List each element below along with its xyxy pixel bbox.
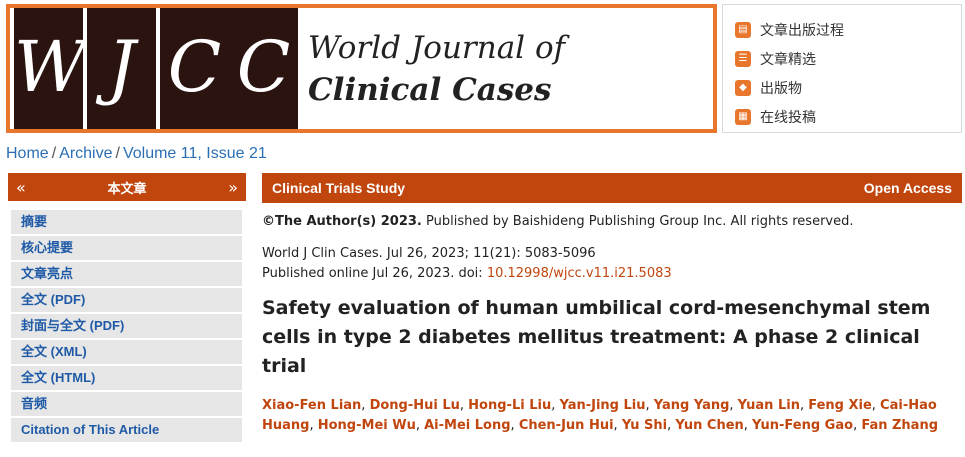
journal-banner[interactable]: W J C C World Journal of Clinical Cases [6,4,717,133]
author-link[interactable]: Yuan Lin [737,398,800,413]
link-online-submission[interactable]: ▦ 在线投稿 [723,102,961,131]
author-link[interactable]: Chen-Jun Hui [518,418,614,433]
list-icon: ☰ [735,50,751,67]
journal-name: World Journal of Clinical Cases [308,28,565,112]
chevron-left-icon[interactable]: « [16,177,26,197]
breadcrumb-home[interactable]: Home [6,145,49,162]
published-prefix: Published online Jul 26, 2023. doi: [262,266,487,281]
author-link[interactable]: Cai-Hao Huang [262,398,937,433]
logo-tile-j: J [87,8,156,129]
published-line: Published online Jul 26, 2023. doi: 10.1… [262,264,672,284]
clipboard-icon: ▦ [735,108,751,125]
author-link[interactable]: Yang Yang [653,398,730,413]
breadcrumb: Home / Archive / Volume 11, Issue 21 [6,145,267,162]
nav-audio[interactable]: 音频 [11,392,242,416]
author-link[interactable]: Dong-Hui Lu [369,398,460,413]
journal-name-line2: Clinical Cases [308,72,552,108]
open-access-badge: Open Access [863,180,952,196]
citation-line: World J Clin Cases. Jul 26, 2023; 11(21)… [262,246,596,261]
copyright-line: ©The Author(s) 2023. Published by Baishi… [262,214,854,229]
article-nav: 摘要 核心提要 文章亮点 全文 (PDF) 封面与全文 (PDF) 全文 (XM… [11,210,242,444]
author-link[interactable]: Yu Shi [621,418,668,433]
nav-core-tip[interactable]: 核心提要 [11,236,242,260]
citation-block: World J Clin Cases. Jul 26, 2023; 11(21)… [262,244,672,284]
breadcrumb-archive[interactable]: Archive [59,145,113,162]
nav-full-text-pdf[interactable]: 全文 (PDF) [11,288,242,312]
nav-abstract[interactable]: 摘要 [11,210,242,234]
nav-full-text-xml[interactable]: 全文 (XML) [11,340,242,364]
article-header-bar: Clinical Trials Study Open Access [262,173,962,203]
author-link[interactable]: Xiao-Fen Lian [262,398,362,413]
document-icon: ▤ [735,21,751,38]
quick-links-panel: ▤ 文章出版过程 ☰ 文章精选 ◆ 出版物 ▦ 在线投稿 [722,4,962,133]
author-link[interactable]: Yun-Feng Gao [752,418,854,433]
link-publications[interactable]: ◆ 出版物 [723,73,961,102]
logo-tile-c2: C [229,8,298,129]
author-link[interactable]: Fan Zhang [861,418,939,433]
link-selected-articles[interactable]: ☰ 文章精选 [723,44,961,73]
chevron-right-icon[interactable]: » [228,177,238,197]
journal-name-line1: World Journal of [308,30,566,66]
breadcrumb-issue[interactable]: Volume 11, Issue 21 [122,145,267,162]
nav-cover-full-text-pdf[interactable]: 封面与全文 (PDF) [11,314,242,338]
article-nav-title: 本文章 [107,181,147,197]
link-publication-process[interactable]: ▤ 文章出版过程 [723,15,961,44]
logo-tile-c1: C [160,8,229,129]
doi-link[interactable]: 10.12998/wjcc.v11.i21.5083 [486,266,672,281]
article-title: Safety evaluation of human umbilical cor… [262,297,931,377]
book-icon: ◆ [735,79,751,96]
author-link[interactable]: Ai-Mei Long [424,418,511,433]
article-nav-header: « 本文章 » [8,173,246,201]
nav-highlights[interactable]: 文章亮点 [11,262,242,286]
author-link[interactable]: Hong-Mei Wu [317,418,416,433]
author-link[interactable]: Yun Chen [675,418,744,433]
logo-tile-w: W [14,8,86,129]
author-link[interactable]: Yan-Jing Liu [559,398,646,413]
copyright-publisher: Published by Baishideng Publishing Group… [421,214,854,229]
copyright-holder: ©The Author(s) 2023. [262,214,422,229]
article-type: Clinical Trials Study [272,180,406,196]
author-list: Xiao-Fen Lian, Dong-Hui Lu, Hong-Li Liu,… [262,398,939,433]
author-link[interactable]: Hong-Li Liu [468,398,552,413]
nav-full-text-html[interactable]: 全文 (HTML) [11,366,242,390]
author-link[interactable]: Feng Xie [808,398,872,413]
nav-citation[interactable]: Citation of This Article [11,418,242,442]
